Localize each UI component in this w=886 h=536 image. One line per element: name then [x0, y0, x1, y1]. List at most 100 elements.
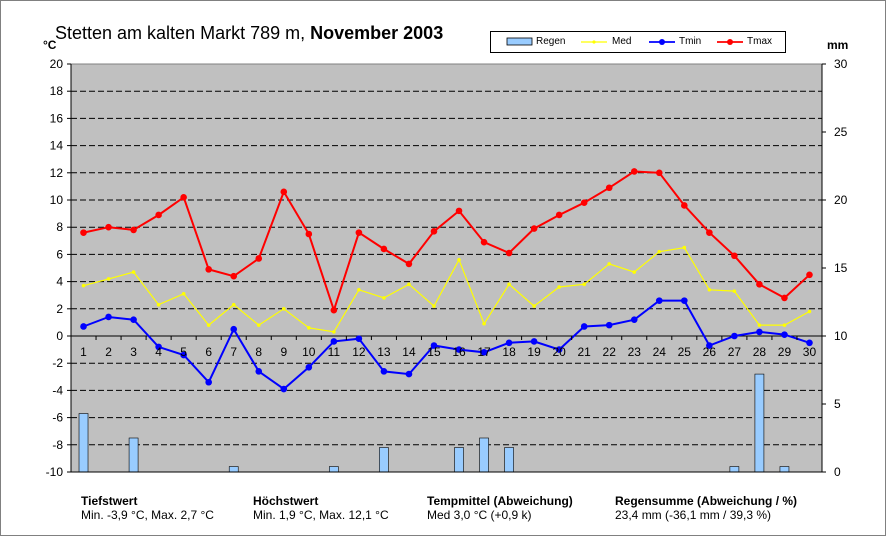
- x-tick-label: 21: [578, 345, 592, 359]
- y-left-tick-label: 6: [56, 247, 63, 261]
- x-tick-label: 1: [80, 345, 87, 359]
- point-tmax: [756, 281, 763, 288]
- y-right-tick-label: 30: [834, 57, 848, 71]
- y-left-tick-label: 0: [56, 329, 63, 343]
- rain-bar: [128, 437, 139, 473]
- point-tmin: [505, 339, 513, 347]
- y-right-tick-label: 25: [834, 125, 848, 139]
- point-med: [682, 245, 687, 250]
- stat-mean-temp: Tempmittel (Abweichung) Med 3,0 °C (+0,9…: [427, 494, 573, 522]
- y-left-tick-label: 10: [50, 193, 64, 207]
- point-tmax: [555, 211, 563, 219]
- point-tmax: [280, 188, 288, 196]
- x-tick-label: 29: [778, 345, 792, 359]
- y-left-tick-label: -8: [52, 438, 63, 452]
- y-left-tick-label: 4: [56, 275, 63, 289]
- legend-marker-tmin: [659, 39, 665, 45]
- y-left-tick-label: 8: [56, 220, 63, 234]
- stat-mean-temp-heading: Tempmittel (Abweichung): [427, 494, 573, 508]
- point-med: [156, 302, 161, 307]
- y-left-tick-label: -2: [52, 356, 63, 370]
- point-tmin: [455, 346, 463, 353]
- point-tmax: [806, 271, 813, 279]
- point-med: [532, 304, 536, 308]
- point-tmin: [330, 338, 338, 345]
- point-med: [782, 323, 787, 327]
- x-tick-label: 11: [328, 345, 341, 359]
- point-tmin: [480, 349, 488, 356]
- rain-bar: [329, 466, 339, 473]
- stat-min-temp-value: Min. -3,9 °C, Max. 2,7 °C: [81, 508, 214, 522]
- x-tick-label: 8: [255, 345, 262, 359]
- rain-bar: [504, 447, 514, 473]
- series-line-tmax: [83, 170, 811, 314]
- chart-title-month: November 2003: [310, 23, 444, 43]
- stat-max-temp-value: Min. 1,9 °C, Max. 12,1 °C: [253, 508, 389, 522]
- point-med: [507, 282, 511, 287]
- point-tmin: [305, 363, 313, 371]
- rain-bar: [479, 437, 489, 473]
- temperature-lines: 1 2 3 4 5 6 7 8 9 10 11 12 13 14 15 16 17 18 19 20 21 22 23 24 2…: [80, 168, 816, 393]
- point-tmin: [806, 339, 813, 347]
- x-tick-label: 17: [477, 345, 491, 359]
- point-tmin: [205, 378, 212, 386]
- x-tick-label: 25: [678, 345, 692, 359]
- x-tick-label: 7: [230, 345, 237, 359]
- rain-bar: [754, 373, 765, 473]
- legend-marker-med: [592, 40, 596, 44]
- y-left-tick-label: -4: [52, 383, 63, 397]
- x-tick-label: 26: [703, 345, 717, 359]
- legend-label-regen: Regen: [536, 36, 566, 47]
- legend-symbols: [506, 37, 743, 46]
- point-med: [81, 283, 86, 288]
- point-med: [131, 270, 136, 274]
- x-tick-label: 12: [352, 345, 366, 359]
- point-med: [307, 326, 311, 330]
- point-med: [757, 323, 762, 327]
- point-tmin: [380, 368, 388, 375]
- point-tmax: [480, 238, 488, 246]
- point-med: [357, 287, 361, 292]
- point-tmin: [430, 342, 438, 349]
- y-left-tick-label: 14: [50, 139, 64, 153]
- point-tmax: [505, 249, 513, 257]
- series-line-tmin: [83, 299, 810, 391]
- point-tmax: [781, 294, 788, 302]
- point-tmax: [706, 229, 713, 236]
- series-line-med: [83, 246, 810, 333]
- x-tick-label: 22: [603, 345, 617, 359]
- legend-symbol-regen: [506, 37, 533, 46]
- point-tmin: [105, 313, 112, 321]
- point-tmax: [105, 223, 112, 231]
- point-tmin: [781, 331, 788, 338]
- y-left-unit: °C: [43, 38, 57, 52]
- point-tmin: [756, 328, 763, 336]
- point-tmin: [681, 297, 688, 304]
- x-tick-label: 24: [653, 345, 667, 359]
- point-tmax: [155, 211, 162, 219]
- y-left-tick-label: 12: [50, 166, 64, 180]
- point-tmax: [80, 229, 87, 236]
- point-med: [632, 270, 637, 274]
- point-med: [231, 302, 236, 307]
- point-tmin: [155, 343, 162, 351]
- x-tick-label: 18: [502, 345, 516, 359]
- x-tick-label: 5: [180, 345, 187, 359]
- x-tick-label: 20: [552, 345, 566, 359]
- x-tick-label: 4: [155, 345, 162, 359]
- x-tick-label: 15: [427, 345, 441, 359]
- y-right-unit: mm: [827, 38, 849, 52]
- y-left-tick-label: -6: [52, 411, 63, 425]
- y-right-tick-label: 5: [834, 397, 841, 411]
- point-tmax: [630, 168, 638, 175]
- point-tmax: [305, 230, 313, 238]
- point-med: [482, 321, 486, 326]
- point-med: [432, 304, 436, 308]
- y-right-tick-label: 20: [834, 193, 848, 207]
- point-med: [256, 323, 261, 327]
- point-tmin: [530, 338, 538, 345]
- x-tick-label: 6: [205, 345, 212, 359]
- x-tick-label: 28: [753, 345, 767, 359]
- point-tmax: [380, 245, 388, 253]
